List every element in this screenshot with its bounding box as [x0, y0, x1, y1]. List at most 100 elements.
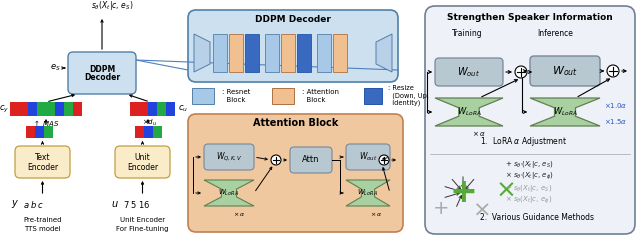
Text: $W_{out}$: $W_{out}$	[458, 65, 481, 79]
Text: $\times$: $\times$	[495, 178, 515, 202]
Text: $+\ s_{\theta^\prime}(X_t|c,\,e_S)$: $+\ s_{\theta^\prime}(X_t|c,\,e_S)$	[505, 159, 554, 169]
Bar	[19, 102, 28, 116]
Text: $\times\,\alpha$: $\times\,\alpha$	[472, 129, 486, 138]
Polygon shape	[346, 180, 390, 206]
Bar	[272, 88, 294, 104]
Circle shape	[607, 65, 619, 77]
Bar	[213, 34, 227, 72]
FancyBboxPatch shape	[15, 146, 70, 178]
Text: $W_{out}$: $W_{out}$	[552, 64, 578, 78]
Text: Training: Training	[452, 30, 483, 38]
Bar	[139, 102, 148, 116]
Bar	[265, 34, 279, 72]
Text: $\times\ s_\theta(X_t|c,\,e_\phi)$: $\times\ s_\theta(X_t|c,\,e_\phi)$	[505, 194, 552, 206]
Text: $\uparrow$ MAS: $\uparrow$ MAS	[32, 118, 60, 128]
Text: : Resnet
  Block: : Resnet Block	[222, 90, 250, 103]
Text: $\times$: $\times$	[472, 200, 490, 220]
FancyBboxPatch shape	[115, 146, 170, 178]
Text: $W_{out}$: $W_{out}$	[359, 151, 377, 163]
Text: $W_{LoRA}$: $W_{LoRA}$	[218, 188, 239, 198]
FancyBboxPatch shape	[530, 56, 600, 86]
FancyBboxPatch shape	[188, 10, 398, 82]
Circle shape	[515, 66, 527, 78]
Bar	[157, 102, 166, 116]
Text: $W_{LoRA}$: $W_{LoRA}$	[552, 106, 577, 118]
Text: Unit: Unit	[134, 152, 150, 161]
Text: Text: Text	[35, 152, 51, 161]
Text: $y$: $y$	[11, 198, 19, 210]
Bar	[55, 102, 64, 116]
Text: $7\;5\;16$: $7\;5\;16$	[123, 198, 150, 210]
Text: Attention Block: Attention Block	[253, 118, 338, 128]
Bar	[245, 34, 259, 72]
Text: $u$: $u$	[111, 199, 119, 209]
Text: $W_{Q,K,V}$: $W_{Q,K,V}$	[216, 151, 243, 163]
Polygon shape	[194, 34, 210, 72]
Bar	[35, 126, 44, 138]
Text: $e_S$: $e_S$	[50, 63, 60, 73]
Text: $W_{LoRA}$: $W_{LoRA}$	[456, 106, 481, 118]
FancyBboxPatch shape	[204, 144, 254, 170]
FancyBboxPatch shape	[290, 147, 332, 173]
Text: Encoder: Encoder	[127, 162, 158, 172]
Bar	[192, 88, 214, 104]
Bar	[333, 34, 347, 72]
Polygon shape	[530, 98, 600, 126]
Text: Attn: Attn	[302, 156, 320, 165]
Bar	[46, 102, 55, 116]
Text: DDPM Decoder: DDPM Decoder	[255, 15, 331, 23]
Text: Decoder: Decoder	[84, 74, 120, 83]
Text: $\times 1.0\alpha$: $\times 1.0\alpha$	[604, 101, 627, 111]
FancyBboxPatch shape	[68, 52, 136, 94]
Text: TTS model: TTS model	[24, 226, 61, 232]
Bar	[44, 126, 53, 138]
Bar	[166, 102, 175, 116]
Bar	[130, 102, 139, 116]
Text: : Resize
  (Down, Up,
  Identity): : Resize (Down, Up, Identity)	[388, 85, 429, 106]
Text: +: +	[449, 175, 477, 209]
Bar	[148, 102, 157, 116]
Circle shape	[379, 155, 389, 165]
Bar	[37, 102, 46, 116]
FancyBboxPatch shape	[346, 144, 390, 170]
Text: DDPM: DDPM	[89, 66, 115, 75]
Text: Unit Encoder: Unit Encoder	[120, 217, 165, 223]
FancyBboxPatch shape	[435, 58, 503, 86]
Text: 2.  Various Guidance Methods: 2. Various Guidance Methods	[480, 213, 594, 222]
Bar	[317, 34, 331, 72]
Text: $\times\ s_{\theta^\prime}(X_t|c,\,e_\phi)$: $\times\ s_{\theta^\prime}(X_t|c,\,e_\ph…	[505, 170, 554, 182]
Polygon shape	[435, 98, 503, 126]
Bar	[297, 34, 311, 72]
Text: $\times d_u$: $\times d_u$	[143, 118, 157, 128]
Text: $a\;b\;c$: $a\;b\;c$	[23, 198, 44, 210]
Text: +: +	[433, 198, 449, 218]
Text: $c_u$: $c_u$	[178, 104, 188, 114]
Bar	[73, 102, 82, 116]
Circle shape	[271, 155, 281, 165]
Text: $+\ s_\theta(X_t|c,\,e_S)$: $+\ s_\theta(X_t|c,\,e_S)$	[505, 182, 552, 194]
Text: 1.  LoRA $\alpha$ Adjustment: 1. LoRA $\alpha$ Adjustment	[480, 136, 567, 149]
Bar	[281, 34, 295, 72]
Text: $W_{LoRA}$: $W_{LoRA}$	[358, 188, 378, 198]
FancyBboxPatch shape	[425, 6, 635, 234]
Polygon shape	[204, 180, 254, 206]
FancyBboxPatch shape	[188, 114, 403, 232]
Bar	[364, 88, 382, 104]
Text: $\times\,\alpha$: $\times\,\alpha$	[370, 210, 382, 218]
Bar	[28, 102, 37, 116]
Text: $\times\,\alpha$: $\times\,\alpha$	[233, 210, 245, 218]
Bar	[135, 126, 144, 138]
Text: $\times 1.5\alpha$: $\times 1.5\alpha$	[604, 118, 627, 127]
Text: Encoder: Encoder	[27, 162, 58, 172]
Text: : Attention
  Block: : Attention Block	[302, 90, 339, 103]
Text: Inference: Inference	[537, 30, 573, 38]
Text: Strengthen Speaker Information: Strengthen Speaker Information	[447, 13, 613, 22]
Bar	[229, 34, 243, 72]
Text: For Fine-tuning: For Fine-tuning	[116, 226, 169, 232]
Text: $c_y$: $c_y$	[0, 103, 9, 114]
Bar	[26, 126, 35, 138]
Text: $s_\theta(X_t|c,\, e_S)$: $s_\theta(X_t|c,\, e_S)$	[91, 0, 133, 13]
Bar	[10, 102, 19, 116]
Text: Pre-trained: Pre-trained	[23, 217, 61, 223]
Bar	[144, 126, 153, 138]
